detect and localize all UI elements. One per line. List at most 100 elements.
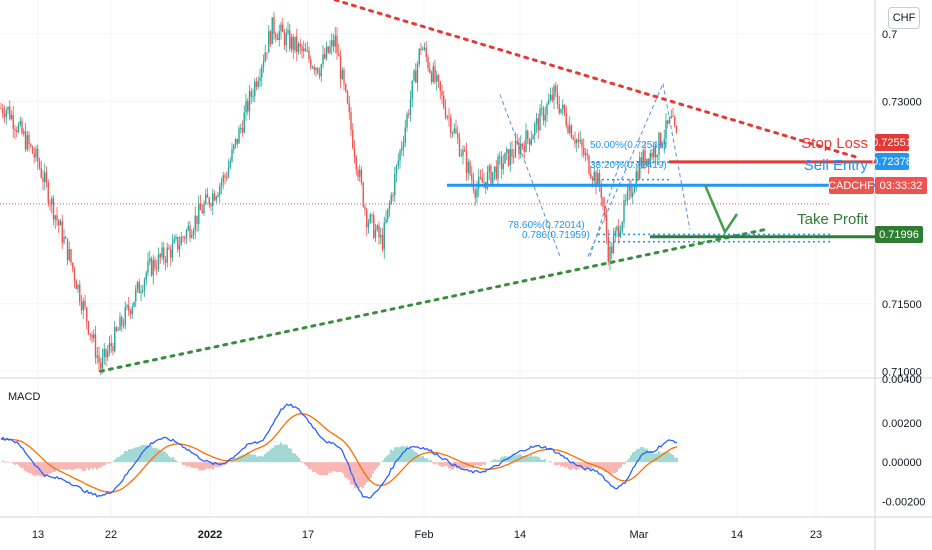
candle-body xyxy=(411,80,413,100)
candle-body xyxy=(147,261,149,273)
candle-body xyxy=(287,30,289,34)
candle-body xyxy=(521,143,524,146)
candle-body xyxy=(430,72,433,83)
candle-body xyxy=(661,144,664,147)
candle-body xyxy=(628,185,630,191)
candle-body xyxy=(243,112,245,133)
candle-body xyxy=(528,138,531,145)
candle-body xyxy=(192,230,195,236)
time-tick-label: 2022 xyxy=(198,529,222,541)
fib-786-label: 78.60%(0.72014) xyxy=(508,220,585,231)
macd-tick-label: -0.00200 xyxy=(882,496,925,508)
candle-body xyxy=(653,147,655,158)
candle-body xyxy=(373,215,375,238)
candle-body xyxy=(523,145,525,152)
candle-body xyxy=(199,203,202,211)
candle-body xyxy=(297,43,300,52)
candle-body xyxy=(210,204,212,207)
candle-body xyxy=(345,83,347,91)
candle-body xyxy=(296,36,298,52)
candle-body xyxy=(322,54,324,65)
candle-body xyxy=(534,124,536,136)
candle-body xyxy=(250,91,252,97)
candle-body xyxy=(100,362,102,369)
candle-body xyxy=(500,156,503,170)
candle-body xyxy=(616,226,618,231)
candle-body xyxy=(33,153,35,158)
candle-body xyxy=(318,72,321,77)
candle-body xyxy=(453,128,455,133)
fib-retracement[interactable] xyxy=(499,83,830,257)
price-axis[interactable]: 0.7 0.73000 0.71500 0.71000 xyxy=(882,29,922,379)
candle-body xyxy=(630,185,632,197)
candle-body xyxy=(3,113,6,118)
candle-body xyxy=(490,165,492,184)
candle-body xyxy=(82,300,84,311)
projection-arrow[interactable] xyxy=(703,184,739,235)
candle-body xyxy=(108,343,111,352)
candle-body xyxy=(672,115,674,117)
candle-body xyxy=(47,182,49,204)
time-tick-label: 23 xyxy=(810,529,822,541)
candle-body xyxy=(175,236,177,240)
stop-loss-label: Stop Loss xyxy=(801,135,868,152)
candle-body xyxy=(483,181,485,183)
candle-body xyxy=(159,254,161,258)
candle-body xyxy=(576,139,578,144)
signal-line xyxy=(0,413,678,493)
candle-body xyxy=(364,206,366,211)
candle-body xyxy=(213,193,216,201)
candle-body xyxy=(196,215,198,224)
candle-body xyxy=(226,177,228,179)
candle-body xyxy=(93,334,95,339)
macd-line xyxy=(0,403,678,499)
macd-title: MACD xyxy=(8,391,40,403)
candle-body xyxy=(399,150,401,161)
time-axis[interactable]: 13 22 2022 17 Feb 14 Mar 14 23 xyxy=(32,529,822,541)
candle-body xyxy=(588,155,590,174)
candle-body xyxy=(497,156,499,179)
candle-body xyxy=(0,108,2,109)
candle-body xyxy=(77,284,79,290)
candle-body xyxy=(329,46,331,53)
candle-body xyxy=(408,113,410,115)
candle-body xyxy=(385,219,387,223)
candle-body xyxy=(262,61,265,67)
fib-50-label: 50.00%(0.72548) xyxy=(590,140,667,151)
resistance-trendline[interactable] xyxy=(333,0,861,160)
candle-body xyxy=(343,69,345,84)
candle-body xyxy=(9,106,11,119)
currency-badge[interactable]: CHF xyxy=(888,7,920,29)
candle-body xyxy=(607,236,609,262)
candle-body xyxy=(238,128,240,144)
candle-body xyxy=(427,56,429,69)
candle-body xyxy=(464,149,466,152)
candle-body xyxy=(551,94,553,101)
candle-body xyxy=(434,66,436,82)
candle-body xyxy=(16,130,18,133)
candle-body xyxy=(642,150,644,167)
candle-body xyxy=(248,91,251,112)
candle-body xyxy=(369,214,371,223)
support-trendline[interactable] xyxy=(99,228,767,373)
candle-body xyxy=(220,182,223,186)
candle-body xyxy=(269,31,272,45)
candle-body xyxy=(185,230,188,239)
candle-body xyxy=(586,153,588,156)
candle-body xyxy=(161,247,163,258)
macd-axis[interactable]: 0.00400 0.00200 0.00000 -0.00200 xyxy=(882,374,925,508)
candle-body xyxy=(600,186,602,198)
candle-body xyxy=(304,48,307,52)
candle-body xyxy=(593,171,595,181)
candle-body xyxy=(70,249,72,263)
candle-body xyxy=(98,355,100,363)
svg-text:0.72551: 0.72551 xyxy=(872,137,912,149)
candle-body xyxy=(198,203,200,224)
svg-text:0.71996: 0.71996 xyxy=(879,229,919,241)
candle-body xyxy=(142,289,144,292)
candle-body xyxy=(252,96,254,98)
candle-body xyxy=(124,307,126,326)
macd-tick-label: 0.00000 xyxy=(882,457,922,469)
candle-body xyxy=(133,301,135,307)
candle-body xyxy=(280,24,282,32)
